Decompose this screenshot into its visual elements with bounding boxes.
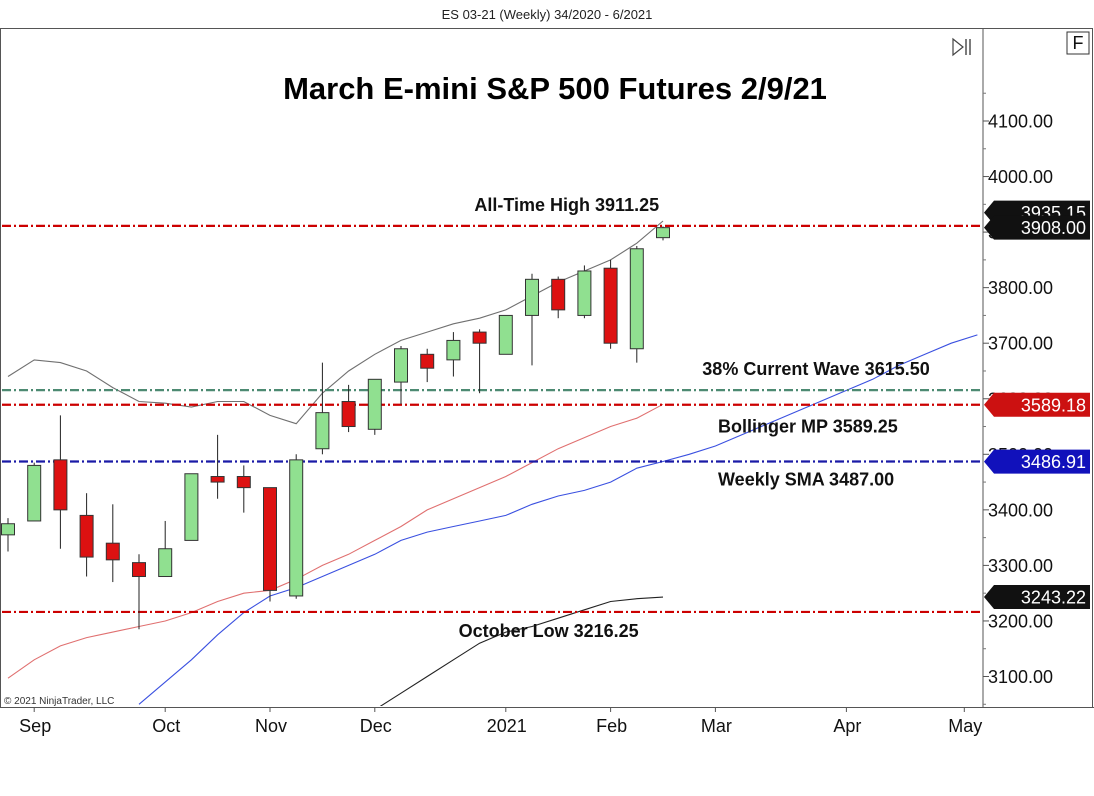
level-label-weekly-sma: Weekly SMA 3487.00 [718, 470, 894, 490]
x-tick-label: Oct [152, 716, 180, 736]
chart-title: March E-mini S&P 500 Futures 2/9/21 [283, 71, 827, 106]
price-badge-text: 3589.18 [1021, 395, 1086, 415]
price-badge-shape [984, 392, 1090, 417]
candle-body [210, 476, 225, 483]
f-button[interactable] [1066, 31, 1090, 55]
candle-body [446, 339, 461, 361]
indicator-line-weekly-sma [138, 334, 978, 705]
candle-body [79, 514, 94, 558]
candle-body [1, 523, 15, 536]
price-badge-shape [984, 215, 1090, 240]
price-badge: 3589.18 [984, 392, 1090, 417]
candle-body [132, 562, 146, 578]
y-tick-label: 3200.00 [988, 611, 1053, 631]
candle-body [289, 459, 304, 597]
candle-body [551, 278, 566, 311]
candle-body [367, 378, 382, 430]
indicator-line-upper-band [7, 220, 664, 425]
candle-body [525, 278, 539, 316]
candle-body [158, 548, 173, 578]
x-tick-label: 2021 [487, 716, 527, 736]
candle-body [315, 412, 330, 450]
y-tick-label: 4100.00 [988, 112, 1053, 132]
price-badge: 3486.91 [984, 449, 1090, 474]
price-badge: 3908.00 [984, 215, 1090, 240]
scroll-end-icon[interactable] [952, 37, 971, 57]
y-tick-label: 3800.00 [988, 278, 1053, 298]
x-tick-label: Apr [833, 716, 861, 736]
copyright-notice: © 2021 NinjaTrader, LLC [4, 696, 114, 707]
indicator-line-long-ma [379, 596, 664, 706]
price-badge-text: 3243.22 [1021, 587, 1086, 607]
candle-body [498, 314, 513, 355]
x-tick-label: Dec [360, 716, 392, 736]
scroll-end-arrow[interactable] [952, 37, 964, 57]
indicator-line-middle-band [7, 403, 664, 679]
candle-body [263, 487, 277, 591]
price-badge-shape [984, 584, 1090, 609]
x-tick-label: Mar [701, 716, 732, 736]
candle-body [53, 459, 68, 511]
candle-body [184, 473, 199, 541]
x-tick-label: Nov [255, 716, 287, 736]
price-badge-text: 3486.91 [1021, 452, 1086, 472]
candle-body [105, 542, 120, 561]
y-tick-label: 3700.00 [988, 334, 1053, 354]
level-label-october-low: October Low 3216.25 [459, 621, 639, 641]
f-button-label[interactable]: F [1073, 33, 1084, 53]
y-tick-label: 3300.00 [988, 556, 1053, 576]
instrument-header: ES 03-21 (Weekly) 34/2020 - 6/2021 [442, 7, 653, 22]
price-badge-text: 3908.00 [1021, 218, 1086, 238]
candle-body [236, 476, 251, 489]
candle-body [394, 348, 408, 383]
y-tick-label: 3400.00 [988, 500, 1053, 520]
x-tick-label: May [948, 716, 982, 736]
candle-body [577, 270, 592, 316]
candle-body [629, 248, 644, 350]
level-label-bollinger-mp: Bollinger MP 3589.25 [718, 417, 898, 437]
candle-body [472, 331, 487, 344]
level-label-all-time-high: All-Time High 3911.25 [474, 195, 659, 215]
candle-body [603, 267, 618, 344]
price-badge-shape [984, 449, 1090, 474]
candle-body [27, 464, 42, 522]
candle-body [341, 401, 356, 428]
candle-body [656, 227, 670, 239]
y-tick-label: 4000.00 [988, 167, 1053, 187]
x-tick-label: Feb [596, 716, 627, 736]
candle-body [420, 353, 435, 369]
price-badge: 3243.22 [984, 584, 1090, 609]
y-tick-label: 3100.00 [988, 667, 1053, 687]
level-label-current-wave-38: 38% Current Wave 3615.50 [702, 359, 929, 379]
x-tick-label: Sep [19, 716, 51, 736]
